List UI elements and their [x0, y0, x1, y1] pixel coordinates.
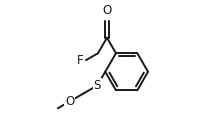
- Text: F: F: [77, 54, 84, 67]
- Text: S: S: [94, 79, 101, 92]
- Text: O: O: [65, 95, 75, 108]
- Text: O: O: [102, 4, 112, 17]
